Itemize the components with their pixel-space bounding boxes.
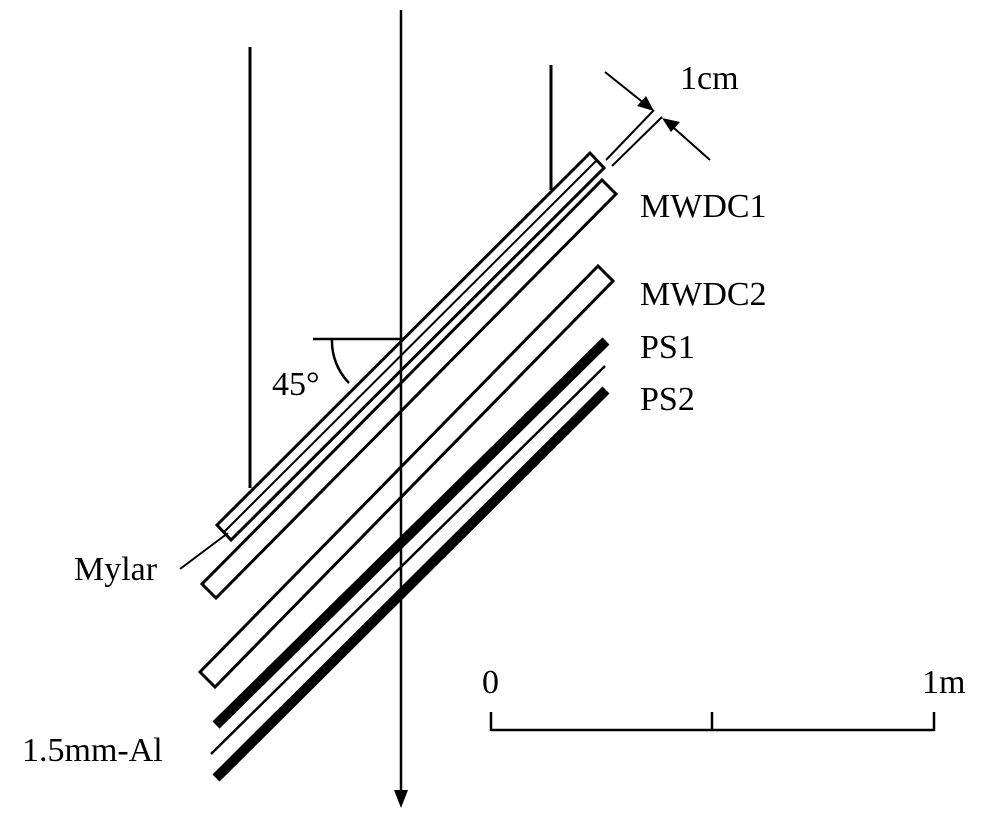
mwdc2-label: MWDC2 <box>640 276 767 313</box>
al-absorber-plate <box>210 365 606 755</box>
gap-line-top <box>605 109 655 161</box>
mylar-window-line <box>223 159 598 533</box>
ps1-label: PS1 <box>640 329 695 366</box>
mylar-leader-line <box>179 532 229 570</box>
mwdc1-upper-frame <box>214 150 607 543</box>
mwdc2-frame <box>197 263 616 690</box>
scale-bar <box>489 712 936 732</box>
ps1-scintillator <box>212 337 610 729</box>
al-label: 1.5mm-Al <box>22 732 163 769</box>
ps2-scintillator <box>212 386 610 782</box>
mwdc1-label: MWDC1 <box>640 188 767 225</box>
gap-line-bottom <box>611 116 663 167</box>
scale-start-label: 0 <box>482 664 499 701</box>
gap-arrow-upper-head <box>637 96 654 111</box>
scale-end-label: 1m <box>922 664 965 701</box>
mylar-label: Mylar <box>74 551 158 588</box>
mwdc1-lower-frame <box>199 177 619 601</box>
angle-label: 45° <box>272 366 320 403</box>
gap-arrow-lower-head <box>662 118 680 132</box>
beam-arrow-head <box>394 790 408 808</box>
gap-label: 1cm <box>680 60 739 97</box>
ps2-label: PS2 <box>640 381 695 418</box>
angle-arc <box>330 338 350 384</box>
